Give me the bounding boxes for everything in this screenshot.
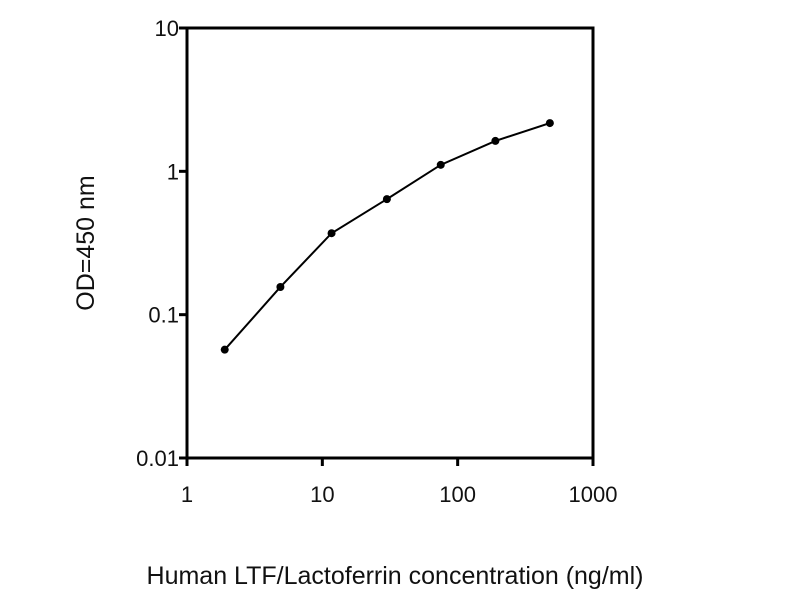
x-tick-label: 1000 bbox=[569, 482, 618, 507]
y-tick-label: 0.1 bbox=[148, 303, 179, 328]
x-tick-label: 10 bbox=[310, 482, 334, 507]
x-axis-label: Human LTF/Lactoferrin concentration (ng/… bbox=[147, 562, 644, 590]
data-point bbox=[545, 119, 554, 128]
data-point bbox=[220, 345, 229, 354]
tick-labels: 1 10 100 1000 0.01 0.1 1 10 bbox=[136, 16, 617, 507]
x-tick-label: 100 bbox=[439, 482, 476, 507]
data-point bbox=[276, 282, 285, 291]
data-point bbox=[491, 136, 500, 145]
data-point bbox=[436, 160, 445, 169]
axes bbox=[179, 26, 595, 466]
y-tick-label: 10 bbox=[155, 16, 179, 41]
series-line bbox=[223, 122, 551, 351]
plot-frame bbox=[185, 26, 595, 460]
y-tick-label: 1 bbox=[167, 159, 179, 184]
series-marks bbox=[220, 119, 554, 354]
data-point bbox=[327, 229, 336, 238]
x-tick-label: 1 bbox=[181, 482, 193, 507]
y-tick-label: 0.01 bbox=[136, 446, 179, 471]
y-axis-label: OD=450 nm bbox=[72, 175, 100, 311]
data-point bbox=[382, 195, 391, 204]
